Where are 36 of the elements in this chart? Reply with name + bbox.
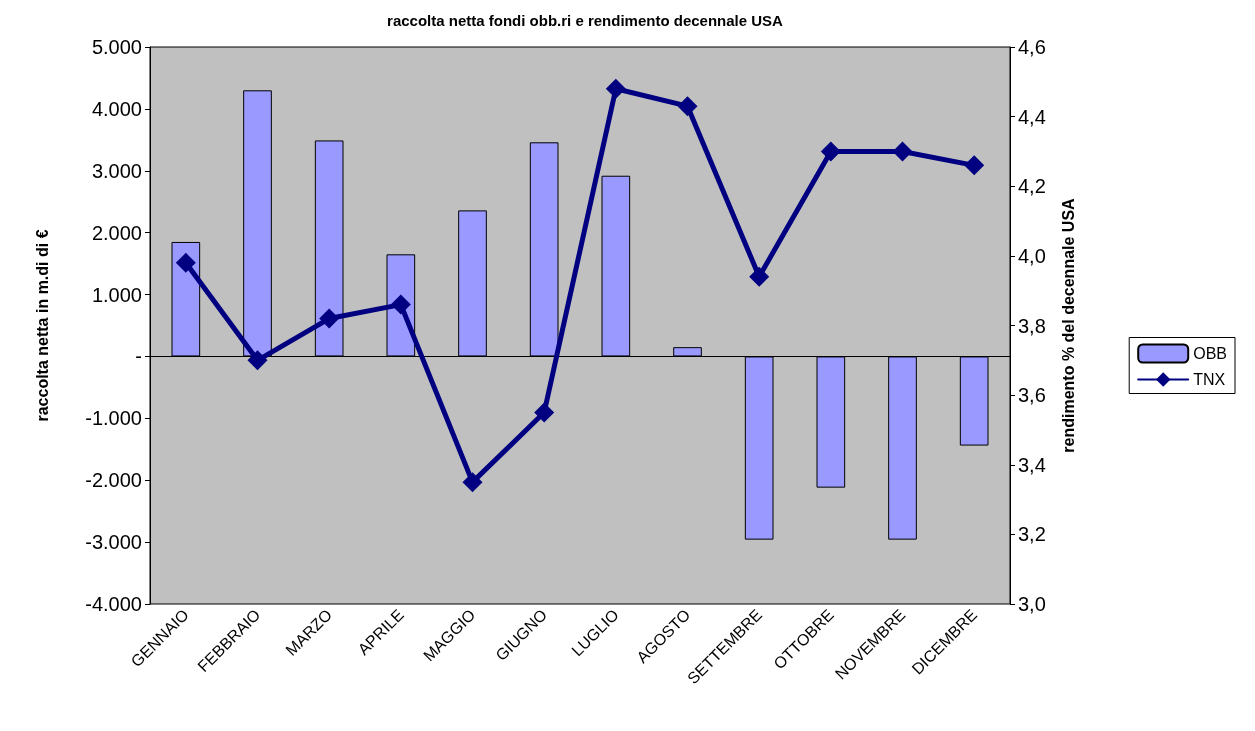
point <box>892 141 913 162</box>
y-tick-label: -2.000 <box>85 469 142 492</box>
y2-tick-label: 3,2 <box>1018 523 1046 546</box>
point <box>390 294 411 315</box>
point <box>319 308 340 329</box>
y-tick-label: 3.000 <box>91 159 142 182</box>
y2-tick-label: 4,4 <box>1018 105 1046 128</box>
y-tick-label: -1.000 <box>85 407 142 430</box>
point <box>820 141 841 162</box>
y-tick-label: -4.000 <box>85 593 142 615</box>
y2-tick-label: 4,0 <box>1018 244 1046 267</box>
y2-tick-label: 4,2 <box>1018 175 1046 198</box>
legend-label: TNX <box>1193 371 1226 388</box>
y-tick-label: 5.000 <box>91 36 142 58</box>
y-axis-title: raccolta netta in m.di di € <box>33 229 51 422</box>
point <box>677 96 698 117</box>
y2-tick-label: 4,6 <box>1018 36 1046 58</box>
point <box>534 402 555 423</box>
point <box>964 155 985 176</box>
point <box>749 266 770 287</box>
chart-title: raccolta netta fondi obb.ri e rendimento decennale USA <box>387 12 784 29</box>
point <box>605 78 626 99</box>
y2-tick-label: 3,8 <box>1018 314 1046 337</box>
y2-axis-title: rendimento % del decennale USA <box>1059 197 1077 453</box>
y2-tick-label: 3,0 <box>1018 593 1046 615</box>
y-tick-label: 2.000 <box>91 221 142 244</box>
legend-label: OBB <box>1193 345 1228 362</box>
point <box>175 252 196 273</box>
y-tick-label: - <box>135 345 142 368</box>
point <box>247 350 268 371</box>
y-tick-label: 4.000 <box>91 97 142 120</box>
y-tick-label: 1.000 <box>91 283 142 306</box>
point <box>462 472 483 493</box>
y2-tick-label: 3,4 <box>1018 453 1046 476</box>
y-tick-label: -3.000 <box>85 531 142 554</box>
y2-tick-label: 3,6 <box>1018 384 1046 407</box>
